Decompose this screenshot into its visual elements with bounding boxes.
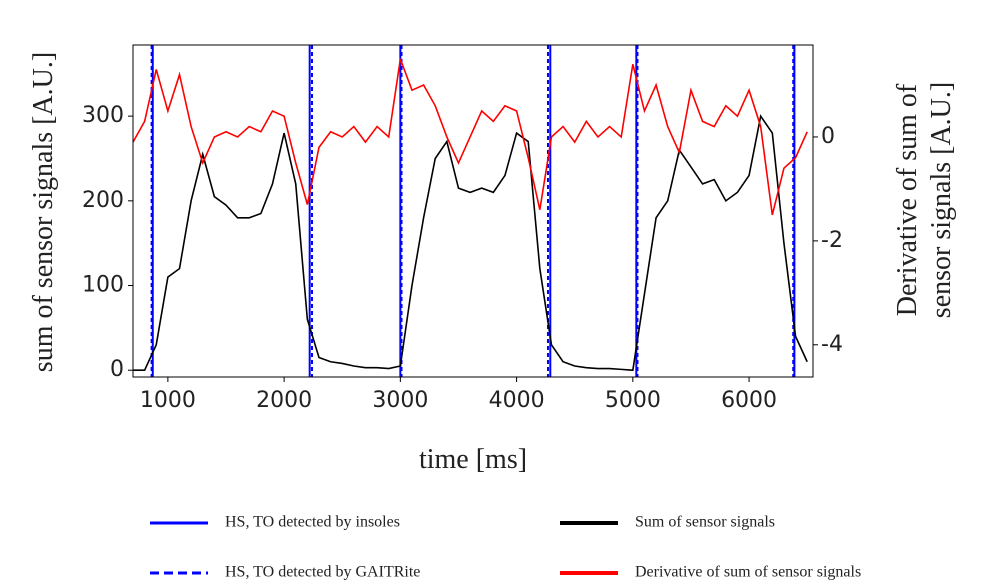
x-tick-label: 4000 bbox=[489, 388, 545, 413]
y-tick-label: 300 bbox=[82, 103, 124, 128]
y2-axis-label: sensor signals [A.U.] bbox=[926, 82, 957, 318]
y2-tick-label: 0 bbox=[821, 124, 835, 149]
legend-label: Derivative of sum of sensor signals bbox=[635, 564, 861, 581]
legend-label: HS, TO detected by GAITRite bbox=[225, 564, 420, 581]
y2-tick-label: -4 bbox=[821, 332, 843, 357]
y-axis-label: sum of sensor signals [A.U.] bbox=[28, 52, 59, 372]
x-tick-label: 5000 bbox=[605, 388, 661, 413]
y2-axis-label: Derivative of sum of bbox=[892, 83, 923, 316]
legend-label: HS, TO detected by insoles bbox=[225, 514, 400, 531]
x-tick-label: 1000 bbox=[140, 388, 196, 413]
legend-label: Sum of sensor signals bbox=[635, 514, 775, 531]
y-tick-label: 0 bbox=[110, 357, 124, 382]
series-line bbox=[132, 58, 808, 216]
y2-tick-label: -2 bbox=[821, 228, 843, 253]
y-tick-label: 100 bbox=[82, 273, 124, 298]
x-axis-label: time [ms] bbox=[419, 444, 527, 475]
x-tick-label: 2000 bbox=[256, 388, 312, 413]
series-line bbox=[133, 114, 808, 372]
x-tick-label: 3000 bbox=[372, 388, 428, 413]
x-tick-label: 6000 bbox=[721, 388, 777, 413]
plot-frame bbox=[132, 44, 814, 378]
y-tick-label: 200 bbox=[82, 188, 124, 213]
